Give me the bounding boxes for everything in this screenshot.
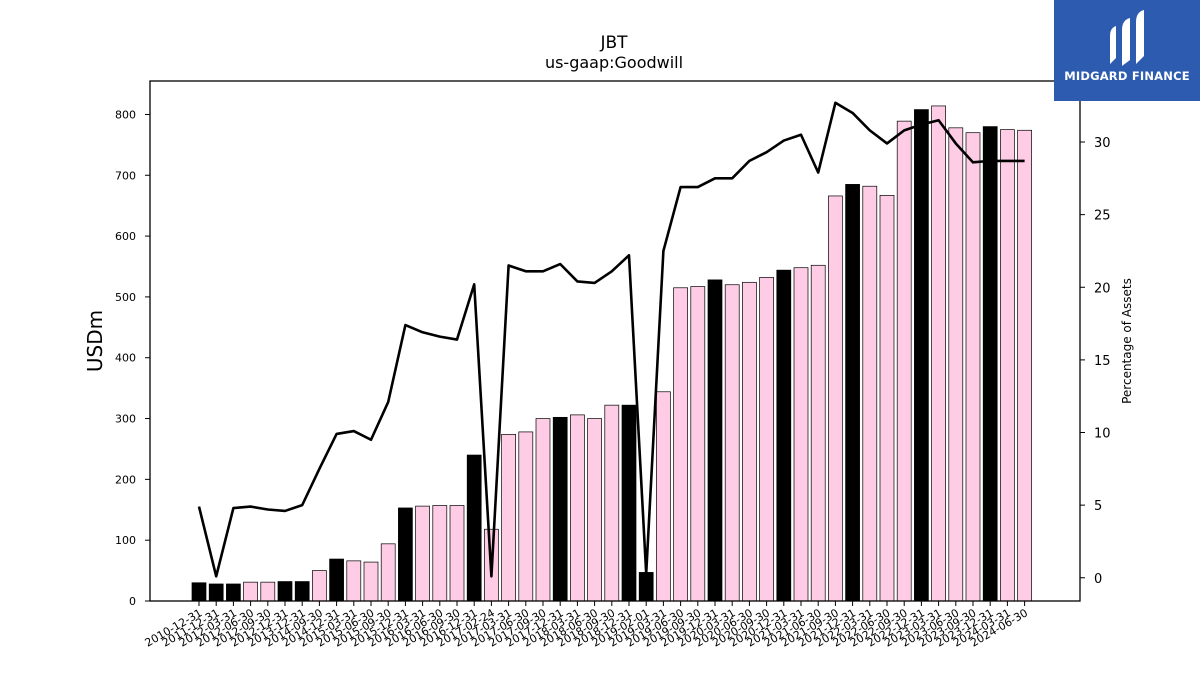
- y2-tick-label-15: 15: [1094, 354, 1111, 369]
- chart-subtitle: us-gaap:Goodwill: [545, 53, 683, 72]
- y2-tick-label-30: 30: [1094, 136, 1111, 151]
- bar-2020-06-30: [742, 281, 757, 602]
- bar-2018-12-31: [621, 404, 637, 602]
- bar-2018-09-30: [604, 404, 620, 602]
- bar-2012-06-30: [243, 581, 258, 602]
- y-tick-label-200: 200: [115, 473, 136, 486]
- y-tick-label-0: 0: [129, 595, 136, 608]
- y2-tick-label-10: 10: [1094, 427, 1111, 442]
- y2-tick-label-5: 5: [1094, 499, 1102, 514]
- bar-2020-09-30: [759, 277, 774, 602]
- bar-2011-12-31: [208, 583, 224, 602]
- logo-text: MIDGARD FINANCE: [1064, 69, 1190, 83]
- bar-2019-06-30: [673, 287, 688, 602]
- bar-2015-12-31: [398, 507, 413, 602]
- bar-2017-06-30: [518, 431, 534, 602]
- bar-2023-06-30: [948, 127, 964, 602]
- bar-2021-12-31: [845, 184, 860, 602]
- y2-tick-label-25: 25: [1094, 209, 1111, 224]
- bar-2015-09-30: [380, 543, 396, 602]
- bar-2015-06-30: [363, 561, 379, 602]
- bar-2021-06-30: [810, 264, 826, 602]
- y-tick-label-300: 300: [115, 413, 136, 426]
- y-tick-label-600: 600: [115, 230, 136, 243]
- bar-2014-09-30: [312, 570, 327, 602]
- line-series: [197, 101, 1025, 578]
- x-axis: 2010-12-312011-12-312012-03-312012-06-30…: [143, 601, 1030, 650]
- bar-2019-09-30: [690, 286, 706, 602]
- chart-title: JBT: [599, 33, 628, 53]
- bar-2017-09-30: [535, 418, 551, 602]
- bar-2023-03-31: [931, 105, 946, 602]
- bar-2015-03-31: [346, 560, 362, 602]
- bar-2019-12-31: [707, 279, 723, 602]
- bar-series: [191, 105, 1032, 602]
- bar-2022-03-31: [862, 185, 878, 602]
- y2-tick-label-20: 20: [1094, 281, 1111, 296]
- y-axis-label: USDm: [83, 310, 107, 372]
- bar-2021-09-30: [828, 195, 843, 602]
- bar-2016-03-31: [415, 505, 430, 602]
- y-tick-label-800: 800: [115, 108, 136, 121]
- bar-2022-12-31: [914, 109, 929, 602]
- bar-2016-12-31: [466, 454, 482, 602]
- bar-2016-09-30: [449, 505, 465, 602]
- bar-2024-03-31: [1000, 129, 1015, 602]
- bar-2012-03-31: [226, 583, 241, 602]
- y-tick-label-100: 100: [115, 534, 136, 547]
- bar-2021-03-31: [793, 267, 809, 602]
- bar-2017-03-31: [501, 434, 516, 602]
- bar-2013-12-31: [294, 581, 310, 602]
- y-tick-label-700: 700: [115, 169, 136, 182]
- y-axis-left: 0 100 200 300 400 500 600 700 800: [115, 108, 150, 608]
- y2-tick-label-0: 0: [1094, 572, 1102, 587]
- y-tick-label-500: 500: [115, 291, 136, 304]
- bar-2019-03-31: [656, 391, 671, 602]
- plot-frame: [149, 80, 1081, 602]
- logo-icon: [1110, 10, 1144, 66]
- bar-2012-12-31: [277, 581, 293, 602]
- bar-2019-02-01: [638, 572, 654, 602]
- y-tick-label-400: 400: [115, 352, 136, 365]
- bar-2020-12-31: [776, 269, 792, 602]
- bar-2010-12-31: [191, 582, 207, 602]
- bar-2017-12-31: [552, 416, 568, 602]
- bar-2018-06-30: [587, 418, 602, 602]
- bar-2020-03-31: [724, 284, 740, 602]
- y2-axis-label: Percentage of Assets: [1120, 278, 1134, 404]
- bar-2023-09-30: [965, 132, 981, 602]
- bar-2012-09-30: [260, 581, 276, 602]
- bar-2024-06-30: [1017, 129, 1032, 602]
- bar-2016-06-30: [432, 505, 448, 602]
- y-axis-right: 0 5 10 15 20 25 30: [1080, 136, 1111, 587]
- brand-logo: MIDGARD FINANCE: [1054, 0, 1200, 101]
- bar-2023-12-31: [982, 126, 998, 602]
- bar-2014-12-31: [329, 558, 344, 602]
- bar-2018-03-31: [570, 414, 585, 602]
- bar-2022-06-30: [879, 194, 895, 602]
- bar-2022-09-30: [896, 120, 912, 602]
